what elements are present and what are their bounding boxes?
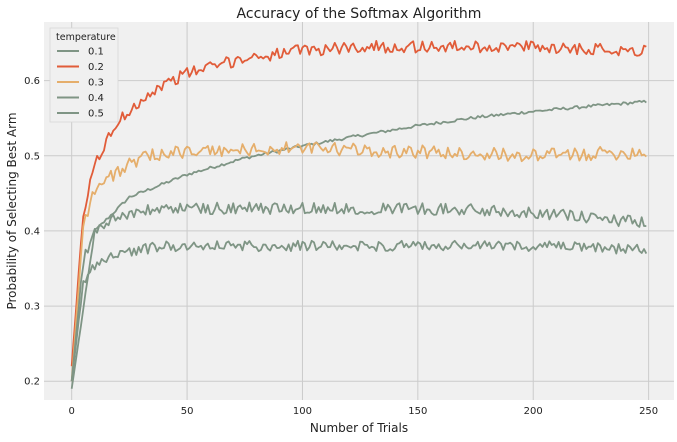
x-tick-label: 50 (181, 406, 194, 417)
x-tick-label: 250 (639, 406, 658, 417)
series-layer (70, 39, 648, 389)
y-tick-label: 0.4 (24, 226, 40, 237)
series-line-0.5 (70, 239, 648, 382)
series-line-0.3 (70, 141, 647, 382)
series-line-0.2 (70, 39, 647, 367)
series-line-0.4 (70, 201, 647, 382)
series-line-0.1 (70, 99, 647, 389)
y-axis-title: Probability of Selecting Best Arm (5, 112, 19, 309)
legend-label: 0.3 (88, 78, 104, 89)
x-tick-label: 150 (408, 406, 427, 417)
x-axis-title: Number of Trials (310, 421, 408, 435)
chart-title: Accuracy of the Softmax Algorithm (237, 6, 482, 22)
legend-label: 0.5 (88, 109, 104, 120)
legend-label: 0.1 (88, 47, 104, 58)
y-tick-label: 0.3 (24, 302, 40, 313)
x-tick-label: 100 (293, 406, 312, 417)
legend-title: temperature (56, 32, 116, 43)
y-tick-label: 0.5 (24, 151, 40, 162)
legend: temperature 0.1 0.2 0.3 0.4 0.5 (49, 27, 119, 123)
y-tick-label: 0.6 (24, 76, 40, 87)
x-tick-label: 0 (69, 406, 75, 417)
legend-frame (49, 27, 119, 123)
y-tick-label: 0.2 (24, 377, 40, 388)
legend-items: 0.1 0.2 0.3 0.4 0.5 (57, 47, 104, 120)
y-axis: 0.2 0.3 0.4 0.5 0.6 (24, 76, 40, 388)
legend-label: 0.2 (88, 62, 104, 73)
x-axis: 0 50 100 150 200 250 (69, 406, 659, 417)
x-tick-label: 200 (524, 406, 543, 417)
legend-label: 0.4 (88, 93, 104, 104)
